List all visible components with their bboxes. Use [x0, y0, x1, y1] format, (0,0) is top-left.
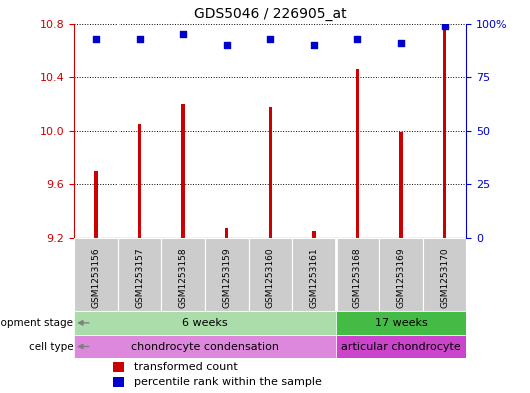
Text: GSM1253157: GSM1253157: [135, 248, 144, 308]
Text: GSM1253158: GSM1253158: [179, 248, 188, 308]
Bar: [356, 69, 359, 238]
Text: GSM1253169: GSM1253169: [396, 248, 405, 308]
Bar: [379, 238, 423, 311]
Bar: [138, 124, 142, 238]
Text: GSM1253156: GSM1253156: [92, 248, 101, 308]
Bar: [249, 238, 292, 311]
Bar: [74, 311, 335, 335]
Bar: [399, 132, 403, 238]
Text: GSM1253170: GSM1253170: [440, 248, 449, 308]
Point: [92, 35, 100, 42]
Bar: [225, 228, 228, 238]
Text: GSM1253160: GSM1253160: [266, 248, 275, 308]
Bar: [181, 104, 185, 238]
Text: GSM1253161: GSM1253161: [310, 248, 319, 308]
Point: [397, 40, 405, 46]
Bar: [312, 231, 316, 238]
Text: percentile rank within the sample: percentile rank within the sample: [134, 377, 322, 387]
Point: [135, 35, 144, 42]
Bar: [335, 238, 379, 311]
Text: GSM1253159: GSM1253159: [222, 248, 231, 308]
Title: GDS5046 / 226905_at: GDS5046 / 226905_at: [194, 7, 347, 21]
Point: [353, 35, 361, 42]
Point: [266, 35, 275, 42]
Bar: [74, 335, 335, 358]
Bar: [205, 238, 249, 311]
Text: 17 weeks: 17 weeks: [375, 318, 427, 328]
Bar: [335, 335, 466, 358]
Text: GSM1253168: GSM1253168: [353, 248, 362, 308]
Bar: [335, 311, 466, 335]
Text: development stage: development stage: [0, 318, 73, 328]
Bar: [113, 377, 125, 387]
Text: 6 weeks: 6 weeks: [182, 318, 228, 328]
Point: [179, 31, 188, 37]
Bar: [74, 238, 118, 311]
Bar: [118, 238, 161, 311]
Point: [310, 42, 318, 48]
Text: chondrocyte condensation: chondrocyte condensation: [131, 342, 279, 351]
Bar: [292, 238, 335, 311]
Point: [440, 22, 449, 29]
Bar: [269, 107, 272, 238]
Text: cell type: cell type: [29, 342, 73, 351]
Bar: [161, 238, 205, 311]
Point: [223, 42, 231, 48]
Text: articular chondrocyte: articular chondrocyte: [341, 342, 461, 351]
Bar: [423, 238, 466, 311]
Bar: [94, 171, 98, 238]
Text: transformed count: transformed count: [134, 362, 238, 372]
Bar: [443, 24, 446, 238]
Bar: [113, 362, 125, 372]
